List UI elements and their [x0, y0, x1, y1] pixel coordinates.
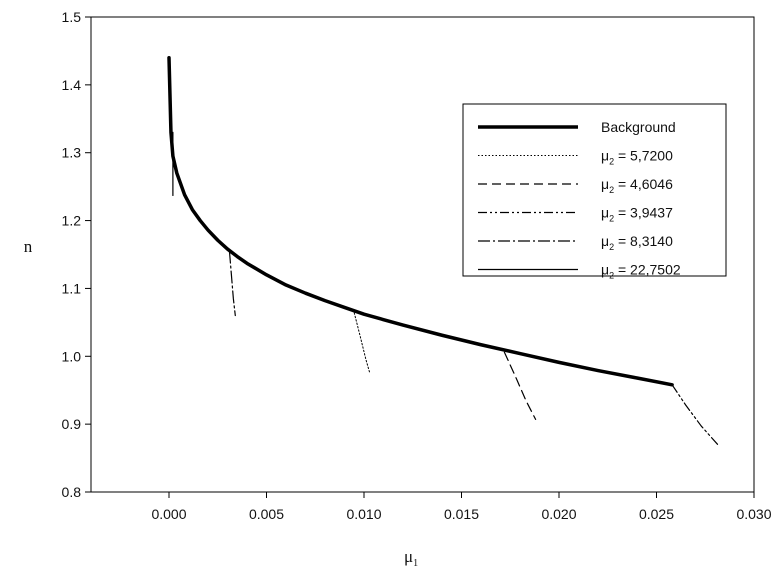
legend-label: Background	[601, 119, 676, 135]
x-tick-label: 0.005	[249, 506, 284, 522]
legend-label: μ2 = 8,3140	[601, 233, 673, 252]
legend-box	[462, 103, 727, 277]
x-tick-label: 0.015	[444, 506, 479, 522]
y-tick-label: 1.5	[62, 9, 82, 25]
x-tick-label: 0.025	[639, 506, 674, 522]
y-tick-label: 1.2	[62, 213, 82, 229]
series-line-0	[167, 55, 674, 387]
legend-label: μ2 = 3,9437	[601, 205, 673, 224]
y-tick-label: 0.8	[62, 484, 82, 500]
series-line-2	[503, 351, 537, 420]
x-tick-label: 0.020	[541, 506, 576, 522]
y-tick-label: 1.4	[62, 77, 82, 93]
series-layer	[167, 55, 720, 447]
y-tick-label: 1.0	[62, 348, 82, 364]
legend-label: μ2 = 22,7502	[601, 262, 681, 281]
x-tick-label: 0.000	[151, 506, 186, 522]
series-line-4	[228, 250, 236, 317]
x-tick-label: 0.010	[346, 506, 381, 522]
tick-layer: 0.000 0.005 0.010 0.015 0.020 0.025 0.030 0.8 0.…	[62, 9, 772, 522]
legend: Background μ2 = 5,7200 μ2 = 4,6046 μ2 = 3,9…	[462, 103, 727, 281]
y-tick-label: 0.9	[62, 416, 82, 432]
plot-frame	[90, 16, 755, 493]
legend-label: μ2 = 5,7200	[601, 148, 673, 167]
y-tick-label: 1.1	[62, 280, 82, 296]
x-axis-label: μ1	[404, 547, 418, 569]
series-line-3	[671, 384, 720, 447]
x-tick-label: 0.030	[736, 506, 771, 522]
legend-label: μ2 = 4,6046	[601, 176, 673, 195]
plot-area-border	[90, 16, 755, 493]
y-axis-label: n	[24, 237, 33, 256]
series-line-1	[353, 312, 371, 374]
y-tick-label: 1.3	[62, 145, 82, 161]
